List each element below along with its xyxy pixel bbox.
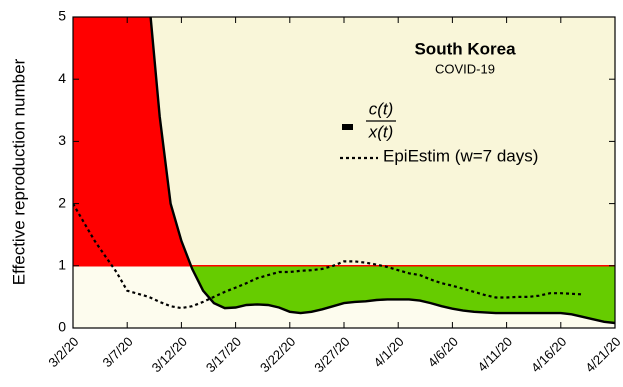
y-axis-label: Effective reproduction number [9,58,28,285]
x-tick-label: 3/7/20 [100,334,136,370]
x-tick-label: 4/16/20 [528,334,569,375]
x-tick-label: 4/1/20 [371,334,407,370]
legend-label: EpiEstim (w=7 days) [383,146,538,165]
x-tick-label: 3/27/20 [311,334,352,375]
y-tick-label: 0 [58,319,66,335]
y-tick-label: 4 [58,70,66,86]
x-tick-label: 3/22/20 [257,334,298,375]
x-tick-label: 3/17/20 [203,334,244,375]
legend-label: c(t) [369,99,394,118]
series-line [73,203,583,310]
legend-label: x(t) [368,122,394,141]
series-line [149,17,615,325]
x-tick-label: 3/2/20 [45,334,81,370]
plot-area [73,17,615,328]
x-tick-label: 4/6/20 [425,334,461,370]
y-tick-label: 1 [58,257,66,273]
y-tick-label: 2 [58,194,66,210]
y-tick-label: 5 [58,8,66,24]
legend-marker [342,124,353,130]
y-tick-label: 3 [58,132,66,148]
x-tick-label: 3/12/20 [149,334,190,375]
x-tick-label: 4/11/20 [475,334,516,375]
chart-title: South Korea [414,39,516,58]
x-tick-label: 4/21/20 [582,334,623,375]
chart-subtitle: COVID-19 [435,61,495,76]
